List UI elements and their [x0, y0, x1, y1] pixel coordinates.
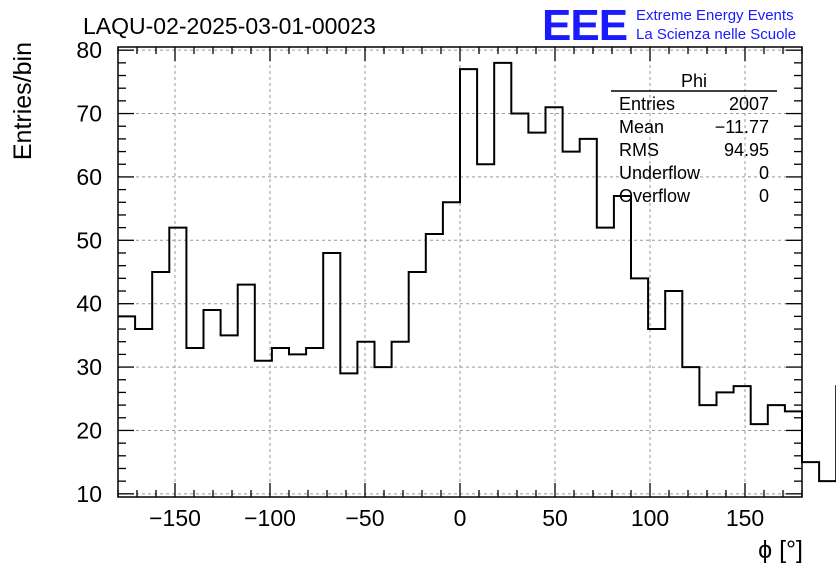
- histogram-bin: [221, 335, 238, 497]
- y-tick-label: 60: [76, 164, 102, 190]
- histogram-bin: [580, 139, 597, 497]
- histogram-bin: [204, 310, 221, 497]
- stats-value: 94.95: [724, 140, 769, 160]
- histogram-bin: [819, 481, 836, 497]
- y-tick-label: 40: [76, 291, 102, 317]
- histogram-bin: [682, 367, 699, 497]
- histogram-bin: [614, 196, 631, 497]
- stats-row-underflow: Underflow 0: [619, 163, 769, 183]
- histogram-bin: [546, 107, 563, 497]
- x-tick-label: −100: [244, 505, 296, 531]
- histogram-bin: [597, 228, 614, 497]
- y-axis-label: Entries/bin: [9, 42, 37, 160]
- axis-ticks: [117, 47, 803, 497]
- histogram-bin: [631, 278, 648, 497]
- x-tick-label: 0: [454, 505, 467, 531]
- x-tick-label: 150: [726, 505, 764, 531]
- histogram-bin: [665, 291, 682, 497]
- histogram-bin: [238, 285, 255, 497]
- stats-label: Entries: [619, 94, 675, 114]
- histogram-bin: [460, 69, 477, 497]
- stats-row-mean: Mean −11.77: [619, 117, 769, 137]
- chart-title: LAQU-02-2025-03-01-00023: [83, 13, 376, 39]
- histogram-bin: [426, 234, 443, 497]
- histogram-bars: [118, 61, 836, 497]
- histogram-bin: [375, 367, 392, 497]
- x-tick-label: −50: [345, 505, 384, 531]
- stats-label: Mean: [619, 117, 664, 137]
- histogram-bin: [648, 329, 665, 497]
- y-tick-label: 70: [76, 101, 102, 127]
- eee-logo-line2: La Scienza nelle Scuole: [636, 26, 796, 43]
- histogram-bin: [802, 462, 819, 497]
- histogram-bin: [289, 354, 306, 497]
- histogram-bin: [785, 411, 802, 497]
- y-tick-label: 80: [76, 37, 102, 63]
- histogram-bin: [118, 316, 135, 497]
- y-tick-label: 30: [76, 354, 102, 380]
- stats-row-entries: Entries 2007: [619, 94, 769, 114]
- histogram-bin: [494, 63, 511, 497]
- y-tick-label: 50: [76, 227, 102, 253]
- y-tick-label: 10: [76, 481, 102, 507]
- stats-value: 0: [759, 163, 769, 183]
- y-tick-label: 20: [76, 417, 102, 443]
- stats-row-rms: RMS 94.95: [619, 140, 769, 160]
- histogram-bin: [751, 424, 768, 497]
- stats-value: 0: [759, 186, 769, 206]
- histogram-bin: [135, 329, 152, 497]
- stats-value: −11.77: [715, 117, 769, 137]
- histogram-bin: [392, 342, 409, 497]
- stats-label: Overflow: [619, 186, 691, 206]
- histogram-bin: [528, 133, 545, 497]
- stats-label: RMS: [619, 140, 659, 160]
- stats-value: 2007: [729, 94, 769, 114]
- histogram-bin: [323, 253, 340, 497]
- histogram-bin: [734, 386, 751, 497]
- histogram-bin: [272, 348, 289, 497]
- histogram-outline: [118, 61, 836, 483]
- x-tick-labels: −150 −100 −50 0 50 100 150: [149, 505, 764, 531]
- histogram-bin: [186, 348, 203, 497]
- stats-label: Underflow: [619, 163, 701, 183]
- histogram-bin: [477, 164, 494, 497]
- histogram-bin: [563, 152, 580, 497]
- histogram-bin: [717, 392, 734, 497]
- histogram-bin: [357, 342, 374, 497]
- histogram-bin: [409, 272, 426, 497]
- histogram-bin: [699, 405, 716, 497]
- stats-row-overflow: Overflow 0: [619, 186, 769, 206]
- eee-logo: EEE Extreme Energy Events La Scienza nel…: [542, 1, 796, 50]
- histogram-bin: [443, 202, 460, 497]
- eee-logo-line1: Extreme Energy Events: [636, 7, 794, 24]
- stats-box: Phi Entries 2007 Mean −11.77 RMS 94.95 U…: [611, 71, 777, 206]
- histogram-bin: [511, 114, 528, 497]
- histogram-bin: [255, 361, 272, 497]
- y-tick-labels: 10 20 30 40 50 60 70 80: [76, 37, 102, 507]
- x-axis-label: ϕ [°]: [758, 536, 803, 564]
- histogram-bin: [306, 348, 323, 497]
- histogram-bin: [768, 405, 785, 497]
- histogram-bin: [340, 373, 357, 497]
- stats-box-title: Phi: [681, 71, 707, 91]
- eee-logo-mark: EEE: [542, 1, 627, 50]
- x-tick-label: 100: [631, 505, 669, 531]
- histogram-bin: [169, 228, 186, 497]
- histogram-bin: [152, 272, 169, 497]
- x-tick-label: −150: [149, 505, 201, 531]
- x-tick-label: 50: [542, 505, 568, 531]
